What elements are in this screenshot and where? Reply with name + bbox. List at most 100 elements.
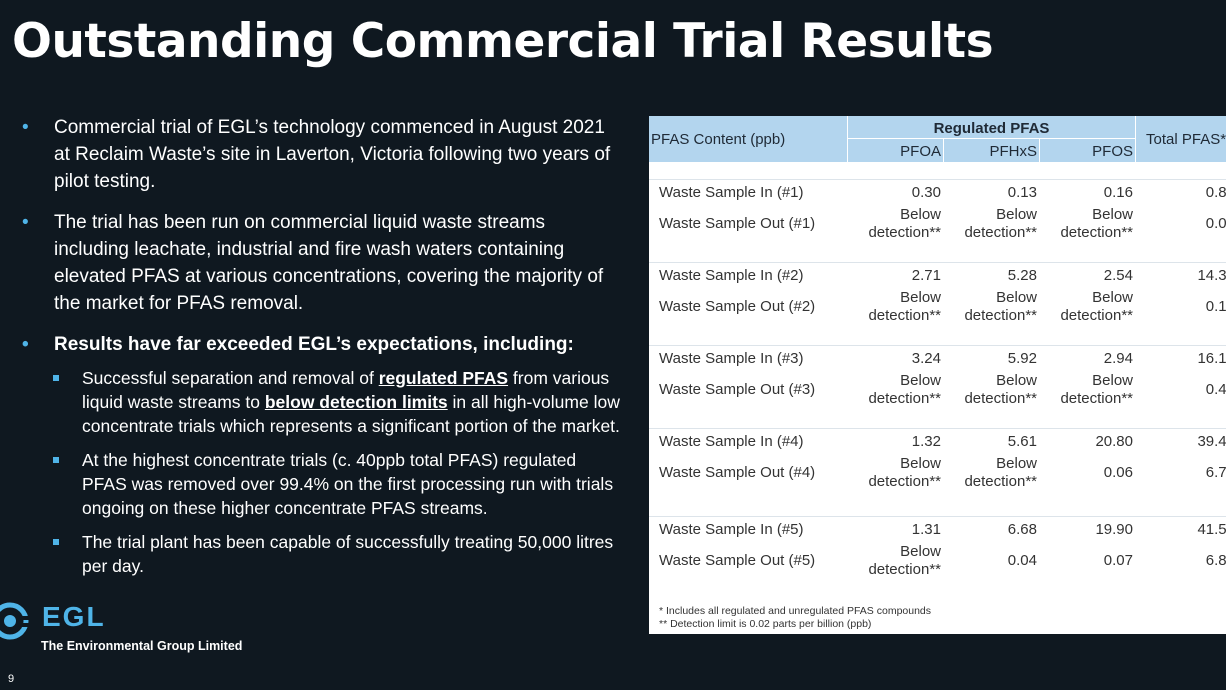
square-bullet-icon xyxy=(53,539,59,545)
cell-pfos: 2.94 xyxy=(1103,350,1133,367)
cell-pfos: 0.16 xyxy=(1103,184,1133,201)
row-label: Waste Sample In (#2) xyxy=(659,267,804,284)
cell-total: 39.40 xyxy=(1197,433,1226,450)
logo-subtitle: The Environmental Group Limited xyxy=(41,639,243,653)
pfas-results-table: PFAS Content (ppb) Regulated PFAS PFOA P… xyxy=(649,116,1226,634)
emphasis-below-detection: below detection limits xyxy=(264,392,448,412)
cell-total: 41.50 xyxy=(1197,521,1226,538)
row-label: Waste Sample In (#4) xyxy=(659,433,804,450)
cell-pfoa: Below detection** xyxy=(868,206,941,241)
header-pfoa: PFOA xyxy=(900,143,941,160)
cell-pfhxs: 5.28 xyxy=(1007,267,1037,284)
page-number: 9 xyxy=(8,673,15,685)
cell-pfos: Below detection** xyxy=(1060,206,1133,241)
cell-pfhxs: 0.13 xyxy=(1007,184,1037,201)
cell-total: 6.72 xyxy=(1205,464,1226,481)
sub-bullet-item: The trial plant has been capable of succ… xyxy=(22,530,622,578)
bullet-text: Commercial trial of EGL’s technology com… xyxy=(54,117,611,192)
row-label: Waste Sample In (#1) xyxy=(659,184,804,201)
header-regulated-pfas: Regulated PFAS xyxy=(933,120,1050,137)
table-row: Waste Sample Out (#5) Below detection** 0.… xyxy=(649,541,1226,583)
cell-pfoa: Below detection** xyxy=(868,289,941,324)
sub-bullet-text: The trial plant has been capable of succ… xyxy=(82,532,614,576)
cell-pfos: Below detection** xyxy=(1060,372,1133,407)
sub-bullet-text-part: from various liquid waste streams to xyxy=(82,368,610,412)
cell-pfhxs: Below detection** xyxy=(964,372,1037,407)
sub-bullet-text-part: in all high-volume low concentrate trial… xyxy=(82,392,620,436)
cell-pfos: 0.07 xyxy=(1103,552,1133,569)
row-label: Waste Sample Out (#2) xyxy=(659,298,816,315)
cell-pfoa: 0.30 xyxy=(911,184,941,201)
footnote: * Includes all regulated and unregulated… xyxy=(659,605,932,617)
slide-title: Outstanding Commercial Trial Results xyxy=(12,14,994,69)
cell-total: 16.10 xyxy=(1197,350,1226,367)
cell-pfos: 0.06 xyxy=(1103,464,1133,481)
cell-total: 0.08 xyxy=(1205,215,1226,232)
bullet-item: • Results have far exceeded EGL’s expect… xyxy=(22,331,622,358)
cell-pfos: Below detection** xyxy=(1060,289,1133,324)
bullet-item: • The trial has been run on commercial l… xyxy=(22,209,622,317)
cell-pfos: 2.54 xyxy=(1103,267,1133,284)
cell-pfhxs: 6.68 xyxy=(1007,521,1037,538)
header-pfhxs: PFHxS xyxy=(989,143,1037,160)
cell-pfos: 19.90 xyxy=(1095,521,1133,538)
cell-pfos: 20.80 xyxy=(1095,433,1133,450)
row-label: Waste Sample In (#5) xyxy=(659,521,804,538)
header-pfos: PFOS xyxy=(1092,143,1133,160)
bullet-dot-icon: • xyxy=(22,212,29,233)
bullet-text: The trial has been run on commercial liq… xyxy=(54,212,604,314)
cell-pfhxs: Below detection** xyxy=(964,206,1037,241)
footnote: ** Detection limit is 0.02 parts per bil… xyxy=(659,618,872,630)
table-row: Waste Sample In (#5) 1.31 6.68 19.90 41.50 xyxy=(649,516,1226,541)
logo-wordmark: EGL xyxy=(42,601,106,632)
egl-logo-icon xyxy=(0,602,30,640)
cell-pfhxs: Below detection** xyxy=(964,455,1037,490)
sub-bullet-text-part: Successful separation and removal of xyxy=(82,368,379,388)
cell-pfoa: 1.31 xyxy=(911,521,941,538)
cell-pfhxs: 0.04 xyxy=(1007,552,1037,569)
cell-pfoa: Below detection** xyxy=(868,543,941,578)
bullet-dot-icon: • xyxy=(22,334,29,355)
cell-pfoa: Below detection** xyxy=(868,372,941,407)
table-row: Waste Sample In (#1) 0.30 0.13 0.16 0.80 xyxy=(649,179,1226,204)
bullet-item: • Commercial trial of EGL’s technology c… xyxy=(22,114,622,195)
cell-total: 14.30 xyxy=(1197,267,1226,284)
table-row: Waste Sample In (#3) 3.24 5.92 2.94 16.10 xyxy=(649,345,1226,370)
row-label: Waste Sample Out (#3) xyxy=(659,381,816,398)
cell-pfoa: 3.24 xyxy=(911,350,941,367)
bullet-list: • Commercial trial of EGL’s technology c… xyxy=(22,114,622,588)
cell-total: 0.80 xyxy=(1205,184,1226,201)
cell-pfhxs: Below detection** xyxy=(964,289,1037,324)
emphasis-regulated-pfas: regulated PFAS xyxy=(378,368,509,388)
row-label: Waste Sample Out (#5) xyxy=(659,552,816,569)
header-pfas-content: PFAS Content (ppb) xyxy=(651,131,786,148)
sub-bullet-item: Successful separation and removal of reg… xyxy=(22,366,622,438)
header-total-pfas: Total PFAS* xyxy=(1146,131,1226,148)
cell-total: 6.85 xyxy=(1205,552,1226,569)
table-row: Waste Sample Out (#1) Below detection** Be… xyxy=(649,204,1226,246)
table-row: Waste Sample Out (#2) Below detection** Be… xyxy=(649,287,1226,329)
cell-pfhxs: 5.92 xyxy=(1007,350,1037,367)
cell-pfoa: Below detection** xyxy=(868,455,941,490)
cell-pfoa: 2.71 xyxy=(911,267,941,284)
square-bullet-icon xyxy=(53,457,59,463)
table-header: PFAS Content (ppb) Regulated PFAS PFOA P… xyxy=(649,116,1226,162)
sub-bullet-item: At the highest concentrate trials (c. 40… xyxy=(22,448,622,520)
row-label: Waste Sample In (#3) xyxy=(659,350,804,367)
table-row: Waste Sample Out (#3) Below detection** Be… xyxy=(649,370,1226,412)
cell-pfoa: 1.32 xyxy=(911,433,941,450)
sub-bullet-text: At the highest concentrate trials (c. 40… xyxy=(82,450,614,518)
cell-total: 0.44 xyxy=(1205,381,1226,398)
row-label: Waste Sample Out (#4) xyxy=(659,464,816,481)
cell-total: 0.12 xyxy=(1205,298,1226,315)
egl-logo: EGL The Environmental Group Limited xyxy=(0,601,260,661)
cell-pfhxs: 5.61 xyxy=(1007,433,1037,450)
table-row: Waste Sample In (#2) 2.71 5.28 2.54 14.30 xyxy=(649,262,1226,287)
table-row: Waste Sample Out (#4) Below detection** Be… xyxy=(649,453,1226,495)
bullet-text: Results have far exceeded EGL’s expectat… xyxy=(54,334,574,355)
table-footnotes: * Includes all regulated and unregulated… xyxy=(659,605,931,631)
bullet-dot-icon: • xyxy=(22,117,29,138)
row-label: Waste Sample Out (#1) xyxy=(659,215,816,232)
table-row: Waste Sample In (#4) 1.32 5.61 20.80 39.40 xyxy=(649,428,1226,453)
square-bullet-icon xyxy=(53,375,59,381)
